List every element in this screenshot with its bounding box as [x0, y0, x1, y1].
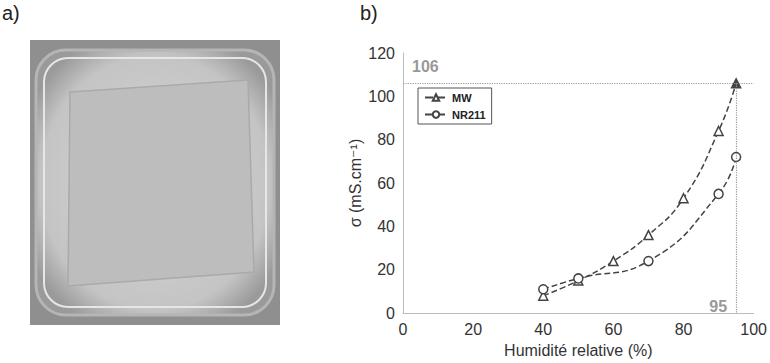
svg-text:MW: MW	[452, 92, 472, 104]
svg-text:60: 60	[377, 175, 395, 192]
svg-text:40: 40	[534, 321, 552, 338]
svg-text:120: 120	[368, 45, 395, 62]
svg-text:NR211: NR211	[452, 109, 486, 121]
svg-text:100: 100	[740, 321, 767, 338]
svg-text:σ (mS.cm⁻¹): σ (mS.cm⁻¹)	[347, 139, 364, 228]
svg-text:106: 106	[412, 58, 439, 75]
html-text:b): b)	[360, 2, 378, 24]
svg-text:0: 0	[386, 305, 395, 322]
svg-text:80: 80	[675, 321, 693, 338]
svg-text:20: 20	[377, 261, 395, 278]
svg-text:40: 40	[377, 218, 395, 235]
svg-text:60: 60	[604, 321, 622, 338]
html-text:a): a)	[2, 2, 20, 24]
svg-text:0: 0	[399, 321, 408, 338]
svg-text:20: 20	[464, 321, 482, 338]
svg-text:80: 80	[377, 131, 395, 148]
svg-text:95: 95	[709, 298, 727, 315]
svg-text:100: 100	[368, 88, 395, 105]
svg-text:Humidité relative (%): Humidité relative (%)	[504, 342, 652, 359]
